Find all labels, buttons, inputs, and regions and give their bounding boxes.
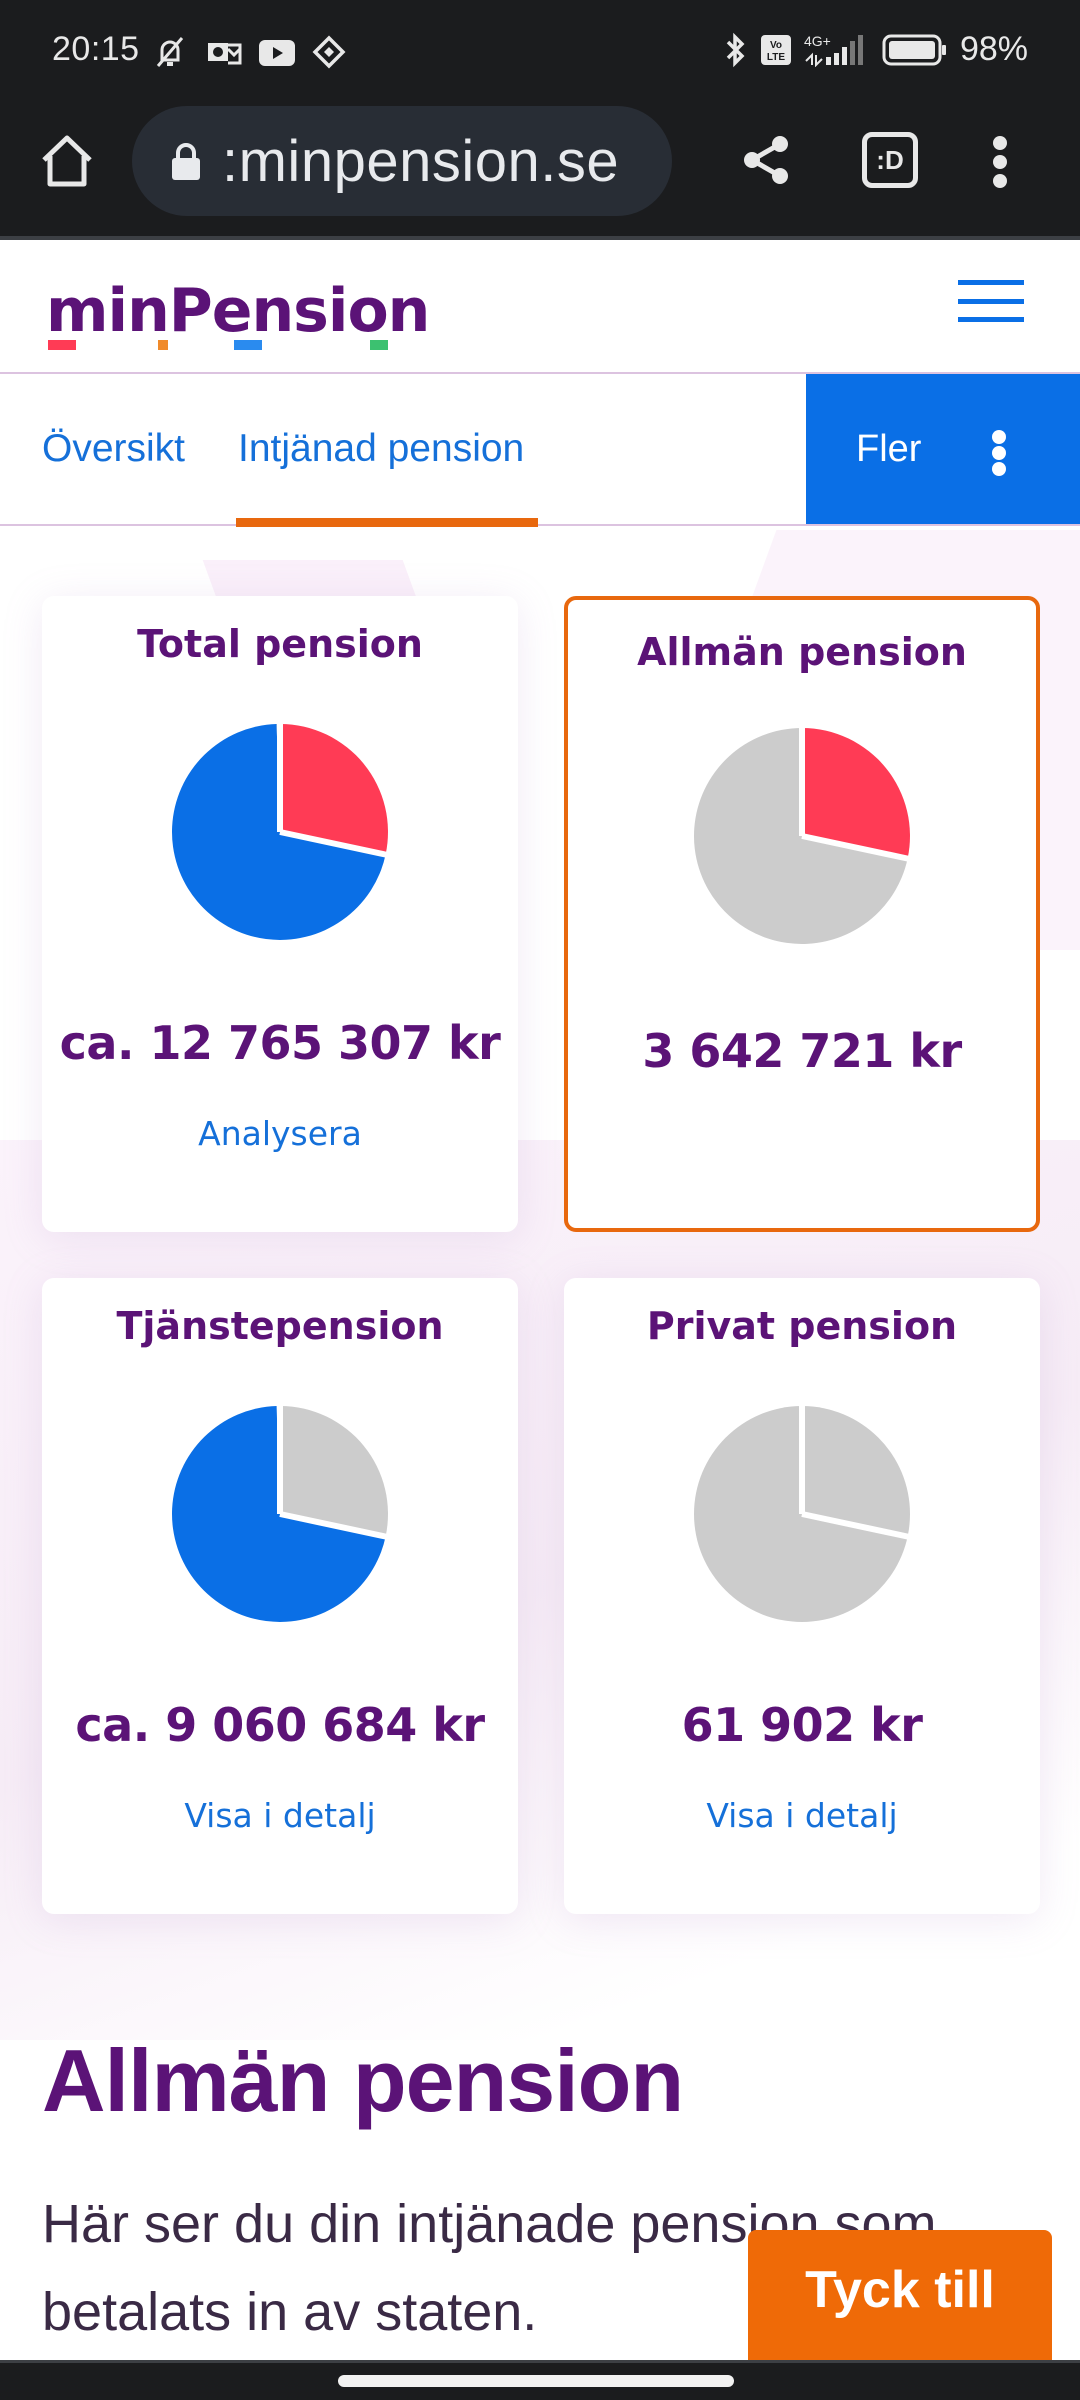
web-page: minPension Översikt Intjänad pension Fle…	[0, 240, 1080, 2360]
logo-accent	[370, 340, 388, 350]
pie-chart-privat	[694, 1404, 911, 1622]
more-button[interactable]: Fler	[806, 374, 1080, 524]
card-tjanstepension[interactable]: Tjänstepension ca. 9 060 684 kr Visa i d…	[42, 1278, 518, 1914]
gesture-handle[interactable]	[338, 2375, 734, 2387]
card-amount: 3 642 721 kr	[642, 1024, 962, 1078]
lock-icon	[172, 143, 200, 180]
card-allman-pension[interactable]: Allmän pension 3 642 721 kr	[564, 596, 1040, 1232]
card-amount: ca. 9 060 684 kr	[75, 1698, 485, 1752]
card-title: Tjänstepension	[116, 1304, 444, 1348]
card-title: Allmän pension	[637, 630, 967, 674]
logo[interactable]: minPension	[46, 276, 430, 346]
vibrate-mute-icon	[156, 37, 184, 67]
logo-accent	[158, 340, 168, 350]
card-amount: ca. 12 765 307 kr	[59, 1016, 501, 1070]
tab-switcher-button[interactable]: :D	[862, 132, 918, 188]
status-bar: 20:15 Vo LTE 4G+ 98%	[0, 0, 1080, 100]
youtube-icon	[259, 40, 295, 66]
svg-text:LTE: LTE	[767, 52, 785, 63]
logo-accent	[234, 340, 262, 350]
tab-intjanad-pension[interactable]: Intjänad pension	[238, 427, 525, 470]
battery-percent: 98%	[959, 30, 1028, 68]
battery-icon	[882, 34, 946, 65]
card-privat-pension[interactable]: Privat pension 61 902 kr Visa i detalj	[564, 1278, 1040, 1914]
section-title: Allmän pension	[42, 2031, 684, 2130]
share-icon[interactable]	[738, 130, 798, 190]
notification-icons	[150, 32, 346, 72]
visa-i-detalj-link[interactable]: Visa i detalj	[706, 1796, 898, 1835]
divider	[0, 236, 1080, 240]
browser-menu-icon[interactable]	[990, 136, 1010, 188]
tab-oversikt[interactable]: Översikt	[42, 427, 186, 470]
signal-4g-icon: 4G+	[804, 33, 863, 67]
home-icon[interactable]	[36, 130, 98, 192]
svg-text:4G+: 4G+	[804, 33, 831, 49]
analysera-link[interactable]: Analysera	[198, 1114, 362, 1153]
pie-chart-tjanste	[172, 1404, 389, 1622]
pie-chart-allman	[693, 726, 911, 944]
location-diamond-icon	[312, 35, 346, 69]
url-text: :minpension.se	[222, 128, 620, 194]
logo-accent	[48, 340, 76, 350]
pie-chart-total	[172, 722, 389, 940]
feedback-button[interactable]: Tyck till	[748, 2230, 1052, 2360]
card-title: Privat pension	[646, 1304, 958, 1348]
card-total-pension[interactable]: Total pension ca. 12 765 307 kr Analyser…	[42, 596, 518, 1232]
more-vert-icon	[992, 430, 1008, 476]
visa-i-detalj-link[interactable]: Visa i detalj	[184, 1796, 376, 1835]
active-tab-indicator	[236, 518, 538, 527]
system-icons: Vo LTE 4G+ 98%	[724, 30, 1028, 69]
hamburger-menu-icon[interactable]	[958, 280, 1024, 322]
card-title: Total pension	[137, 622, 423, 666]
card-amount: 61 902 kr	[681, 1698, 923, 1752]
address-bar[interactable]: :minpension.se	[132, 106, 672, 216]
bluetooth-icon	[726, 32, 745, 67]
site-header: minPension	[0, 240, 1080, 374]
section-description: Här ser du din intjänade pension som bet…	[42, 2194, 937, 2342]
system-nav-bar	[0, 2360, 1080, 2400]
more-label: Fler	[856, 427, 922, 470]
status-time: 20:15	[52, 30, 140, 68]
outlook-icon	[208, 43, 242, 65]
svg-text:Vo: Vo	[770, 40, 782, 51]
